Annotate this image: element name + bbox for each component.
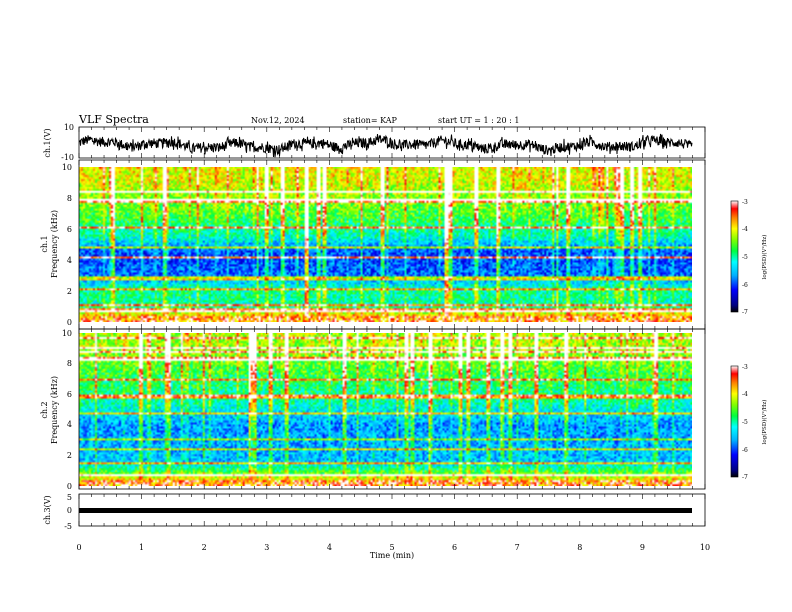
ch3-ytick-mid: 0: [67, 506, 72, 515]
ch2-ytick-6: 6: [67, 390, 72, 399]
ch2-colorbar-label: log(PSD)(V²/Hz): [761, 400, 768, 445]
ch1-ytick-2: 2: [67, 287, 72, 296]
ch3-waveform-trace: [79, 508, 692, 513]
ch2-colorbar-tick-m6: -6: [742, 447, 748, 454]
ch1-colorbar-label: log(PSD)(V²/Hz): [761, 235, 768, 280]
ch2-colorbar-tick-m5: -5: [742, 419, 748, 426]
xtick-label-0: 0: [76, 543, 81, 552]
ch1-ytick-4: 4: [67, 256, 72, 265]
ch1-colorbar: -3 -4 -5 -6 -7 log(PSD)(V²/Hz): [730, 199, 768, 316]
ch2-colorbar-scale: [730, 365, 739, 478]
xtick-label-7: 7: [515, 543, 520, 552]
ch2-colorbar: -3 -4 -5 -6 -7 log(PSD)(V²/Hz): [730, 364, 768, 481]
ch1-waveform-trace: [79, 133, 693, 158]
ch2-spectrogram-image: [79, 333, 692, 486]
xtick-label-8: 8: [577, 543, 582, 552]
xtick-label-10: 10: [700, 543, 710, 552]
ch1-spectrogram-panel: 0 2 4 6 8 10 ch.1 Frequency (kHz): [40, 159, 706, 330]
ch2-ytick-8: 8: [67, 359, 72, 368]
ch1-colorbar-scale: [730, 200, 739, 313]
ch1-spectrogram-yticks: 0 2 4 6 8 10: [62, 163, 72, 327]
ch1-colorbar-tick-m7: -7: [742, 309, 748, 316]
ch2-colorbar-tick-m4: -4: [742, 391, 748, 398]
ch1-ytick-top: 10: [64, 123, 74, 132]
ch2-colorbar-tick-m7: -7: [742, 474, 748, 481]
figure-title: VLF Spectra: [78, 113, 149, 126]
ch1-waveform-panel: 10 -10 ch.1(V): [43, 123, 706, 162]
ch2-spectrogram-panel: 0 2 4 6 8 10 ch.2 Frequency (kHz): [40, 328, 706, 491]
ch2-ytick-2: 2: [67, 451, 72, 460]
ch1-spectrogram-image: [79, 167, 692, 322]
ch2-ytick-10: 10: [62, 329, 72, 338]
ch1-ytick-bottom: -10: [61, 153, 74, 162]
ch2-spectrogram-yticks: 0 2 4 6 8 10: [62, 329, 72, 491]
ch2-spectrogram-xticks: [78, 329, 706, 489]
ch1-waveform-ylabel: ch.1(V): [43, 128, 52, 157]
ch3-ytick-bottom: -5: [64, 522, 72, 531]
xtick-label-9: 9: [640, 543, 645, 552]
xtick-label-3: 3: [264, 543, 269, 552]
ch3-ytick-top: 5: [67, 493, 72, 502]
ch2-spectrogram-ylabel-channel: ch.2: [40, 401, 49, 418]
station-label: station= KAP: [343, 116, 398, 125]
ch1-colorbar-tick-m6: -6: [742, 282, 748, 289]
start-time-label: start UT = 1 : 20 : 1: [438, 116, 519, 125]
xtick-label-6: 6: [452, 543, 457, 552]
ch1-ytick-8: 8: [67, 194, 72, 203]
time-axis-ticklabels: 0 1 2 3 4 5 6 7 8 9 10: [76, 543, 710, 552]
ch2-colorbar-tick-m3: -3: [742, 364, 748, 371]
xtick-label-1: 1: [139, 543, 144, 552]
ch1-waveform-xticks: [78, 127, 706, 158]
ch3-waveform-panel: 5 0 -5 ch.3(V): [43, 493, 706, 531]
xtick-label-4: 4: [327, 543, 332, 552]
ch3-waveform-xticks: [78, 494, 706, 526]
ch1-spectrogram-xticks: [78, 160, 706, 329]
ch1-spectrogram-ylabel-channel: ch.1: [40, 235, 49, 252]
ch1-spectrogram-ylabel-frequency: Frequency (kHz): [50, 210, 59, 278]
ch1-ytick-10: 10: [62, 163, 72, 172]
ch1-colorbar-tick-m5: -5: [742, 254, 748, 261]
xtick-label-2: 2: [202, 543, 207, 552]
ch2-ytick-4: 4: [67, 420, 72, 429]
ch1-colorbar-tick-m3: -3: [742, 199, 748, 206]
ch2-spectrogram-ylabel-frequency: Frequency (kHz): [50, 376, 59, 444]
time-axis-label: Time (min): [370, 551, 414, 560]
ch3-waveform-ylabel: ch.3(V): [43, 495, 52, 524]
xtick-label-5: 5: [389, 543, 394, 552]
ch1-ytick-0: 0: [67, 318, 72, 327]
date-label: Nov.12, 2024: [251, 116, 305, 125]
ch1-ytick-6: 6: [67, 225, 72, 234]
ch1-colorbar-tick-m4: -4: [742, 226, 748, 233]
ch2-ytick-0: 0: [67, 482, 72, 491]
